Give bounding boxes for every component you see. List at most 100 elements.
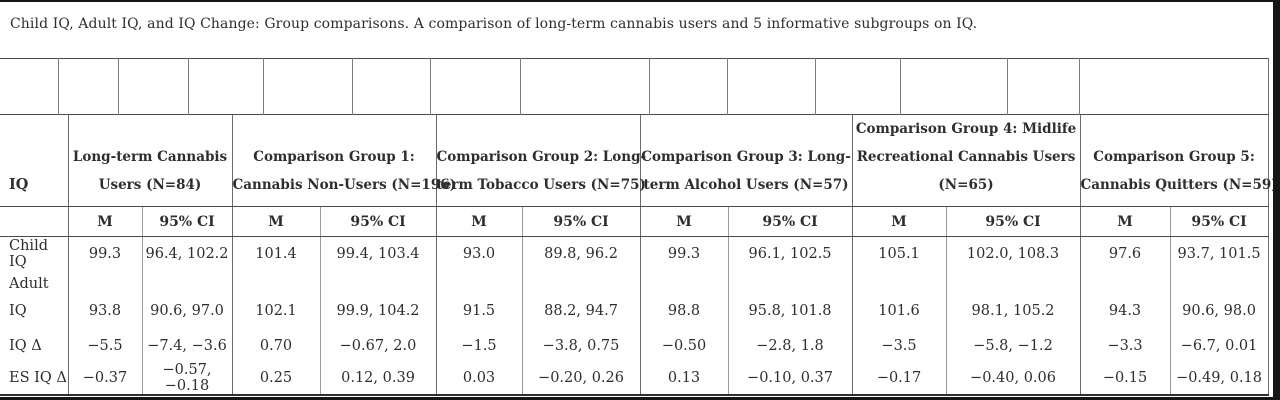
mean-cell: −0.17 bbox=[851, 361, 947, 395]
mean-cell: 105.1 bbox=[851, 236, 947, 271]
group-header-alcohol-users: Comparison Group 3: Long- term Alcohol U… bbox=[639, 115, 853, 207]
row-label: Adult IQ bbox=[9, 275, 49, 319]
ci-cell: −6.7, 0.01 bbox=[1169, 330, 1269, 362]
mean-header: M bbox=[851, 206, 947, 237]
mean-cell: 93.8 bbox=[67, 270, 142, 331]
mean-cell: −1.5 bbox=[435, 330, 523, 362]
mean-cell: 101.4 bbox=[231, 236, 321, 271]
ci-header: 95% CI bbox=[521, 206, 641, 237]
row-label: ES IQ Δ bbox=[9, 369, 67, 386]
ci-cell: 90.6, 98.0 bbox=[1169, 270, 1269, 331]
spacer-cell bbox=[519, 58, 649, 115]
group-header-longterm-cannabis-users: Long-term Cannabis Users (N=84) bbox=[67, 115, 233, 207]
mean-cell: 99.3 bbox=[67, 236, 142, 271]
ci-cell: 90.6, 97.0 bbox=[141, 270, 233, 331]
row-label: Child IQ bbox=[9, 237, 48, 270]
spacer-cell bbox=[648, 58, 727, 115]
group-header-tobacco-users: Comparison Group 2: Long- term Tobacco U… bbox=[435, 115, 646, 207]
ci-header: 95% CI bbox=[945, 206, 1081, 237]
mean-cell: 102.1 bbox=[231, 270, 321, 331]
mean-cell: −0.15 bbox=[1079, 361, 1171, 395]
row-iq-change: IQ Δ −5.5 −7.4, −3.6 0.70 −0.67, 2.0 −1.… bbox=[0, 330, 1269, 362]
mean-cell: 0.25 bbox=[231, 361, 321, 395]
ci-cell: −0.49, 0.18 bbox=[1169, 361, 1269, 395]
mean-cell: −0.37 bbox=[67, 361, 142, 395]
mean-cell: 0.03 bbox=[435, 361, 523, 395]
spacer-cell bbox=[814, 58, 900, 115]
ci-cell: 102.0, 108.3 bbox=[945, 236, 1081, 271]
right-border bbox=[1273, 0, 1280, 400]
mean-cell: 99.3 bbox=[639, 236, 729, 271]
spacer-cell bbox=[351, 58, 430, 115]
spacer-cell bbox=[0, 59, 58, 115]
ci-cell: 89.8, 96.2 bbox=[521, 236, 641, 271]
ci-cell: −7.4, −3.6 bbox=[141, 330, 233, 362]
mean-header: M bbox=[67, 206, 142, 237]
mean-cell: 0.13 bbox=[639, 361, 729, 395]
mean-header: M bbox=[231, 206, 321, 237]
ci-cell: −3.8, 0.75 bbox=[521, 330, 641, 362]
ci-cell: 0.12, 0.39 bbox=[319, 361, 437, 395]
spacer-row bbox=[0, 58, 1268, 115]
spacer-cell bbox=[1006, 58, 1079, 115]
bottom-border bbox=[0, 397, 1280, 400]
ci-cell: 96.1, 102.5 bbox=[727, 236, 853, 271]
ci-cell: −0.40, 0.06 bbox=[945, 361, 1081, 395]
ci-cell: −5.8, −1.2 bbox=[945, 330, 1081, 362]
ci-cell: 99.4, 103.4 bbox=[319, 236, 437, 271]
ci-cell: −0.10, 0.37 bbox=[727, 361, 853, 395]
spacer-row-table bbox=[0, 58, 1269, 115]
mean-cell: −3.5 bbox=[851, 330, 947, 362]
ci-cell: 88.2, 94.7 bbox=[521, 270, 641, 331]
mean-cell: 98.8 bbox=[639, 270, 729, 331]
top-border bbox=[0, 0, 1280, 2]
spacer-cell bbox=[1078, 58, 1268, 115]
ci-header: 95% CI bbox=[141, 206, 233, 237]
ci-cell: 93.7, 101.5 bbox=[1169, 236, 1269, 271]
mean-cell: −3.3 bbox=[1079, 330, 1171, 362]
spacer-cell bbox=[57, 58, 118, 115]
ci-header: 95% CI bbox=[1169, 206, 1269, 237]
ci-cell: 96.4, 102.2 bbox=[141, 236, 233, 271]
ci-cell: −0.67, 2.0 bbox=[319, 330, 437, 362]
column-header-iq: IQ bbox=[0, 115, 68, 207]
group-header-midlife-recreational-users: Comparison Group 4: Midlife Recreational… bbox=[851, 115, 1081, 207]
ci-cell: 98.1, 105.2 bbox=[945, 270, 1081, 331]
mean-cell: −5.5 bbox=[67, 330, 142, 362]
spacer-cell bbox=[117, 58, 188, 115]
group-header-cannabis-non-users: Comparison Group 1: Cannabis Non-Users (… bbox=[231, 115, 456, 207]
spacer-cell bbox=[262, 58, 352, 115]
mean-cell: 94.3 bbox=[1079, 270, 1171, 331]
mean-cell: −0.50 bbox=[639, 330, 729, 362]
ci-cell: 95.8, 101.8 bbox=[727, 270, 853, 331]
mean-header: M bbox=[1079, 206, 1171, 237]
ci-cell: −2.8, 1.8 bbox=[727, 330, 853, 362]
ci-cell: −0.20, 0.26 bbox=[521, 361, 641, 395]
group-header-row: IQ Long-term Cannabis Users (N=84) Compa… bbox=[0, 115, 1278, 207]
table-caption: Child IQ, Adult IQ, and IQ Change: Group… bbox=[10, 16, 978, 32]
mean-cell: 101.6 bbox=[851, 270, 947, 331]
row-adult-iq: Adult IQ 93.8 90.6, 97.0 102.1 99.9, 104… bbox=[0, 270, 1269, 331]
mean-cell: 0.70 bbox=[231, 330, 321, 362]
ci-header: 95% CI bbox=[319, 206, 437, 237]
spacer-cell bbox=[726, 58, 815, 115]
mean-cell: 97.6 bbox=[1079, 236, 1171, 271]
group-header-cannabis-quitters: Comparison Group 5: Cannabis Quitters (N… bbox=[1079, 115, 1278, 207]
ci-cell: 99.9, 104.2 bbox=[319, 270, 437, 331]
ci-header: 95% CI bbox=[727, 206, 853, 237]
spacer-cell bbox=[429, 58, 520, 115]
mean-cell: 91.5 bbox=[435, 270, 523, 331]
spacer-cell bbox=[187, 58, 263, 115]
mean-header: M bbox=[639, 206, 729, 237]
subheader-row: M 95% CI M 95% CI M 95% CI M 95% CI M 95… bbox=[0, 206, 1269, 237]
row-es-iq-change: ES IQ Δ −0.37 −0.57, −0.18 0.25 0.12, 0.… bbox=[0, 361, 1269, 395]
row-child-iq: Child IQ 99.3 96.4, 102.2 101.4 99.4, 10… bbox=[0, 236, 1269, 271]
comparison-table: IQ Long-term Cannabis Users (N=84) Compa… bbox=[0, 115, 1278, 396]
mean-cell: 93.0 bbox=[435, 236, 523, 271]
spacer-cell bbox=[899, 58, 1007, 115]
mean-header: M bbox=[435, 206, 523, 237]
subheader-empty-cell bbox=[0, 206, 68, 237]
row-label: IQ Δ bbox=[9, 338, 42, 354]
ci-cell: −0.57, −0.18 bbox=[141, 361, 233, 395]
